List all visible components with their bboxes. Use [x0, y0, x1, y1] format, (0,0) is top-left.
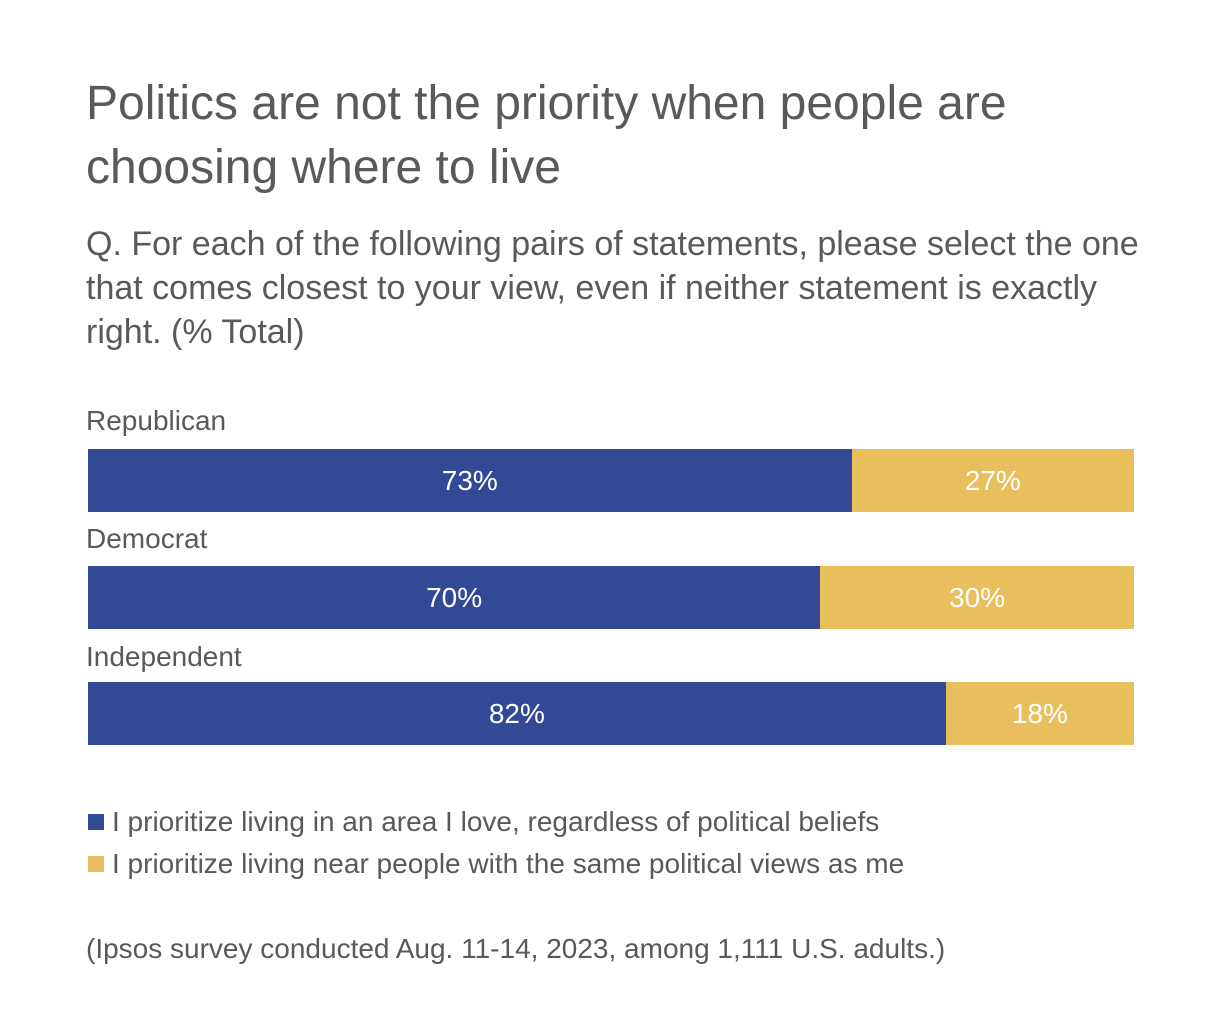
legend-item-area: I prioritize living in an area I love, r…	[88, 806, 879, 838]
legend-swatch-blue	[88, 814, 104, 830]
legend-label: I prioritize living in an area I love, r…	[112, 806, 880, 837]
source-note: (Ipsos survey conducted Aug. 11-14, 2023…	[86, 933, 946, 964]
category-label: Democrat	[86, 523, 208, 554]
bar-segment: 30%	[820, 566, 1134, 629]
bar-segment: 82%	[88, 682, 946, 745]
bar-segment: 18%	[945, 682, 1134, 745]
data-label: 73%	[441, 464, 498, 496]
chart-title: Politics are not the priority when peopl…	[86, 77, 1007, 194]
bar-row-republican: 73% 27%	[88, 449, 1134, 512]
legend-swatch-gold	[88, 856, 104, 872]
category-label: Republican	[86, 405, 227, 436]
data-label: 27%	[964, 464, 1021, 496]
bar-segment: 73%	[88, 449, 852, 512]
data-label: 18%	[1011, 697, 1068, 729]
bar-segment: 27%	[851, 449, 1134, 512]
bar-row-democrat: 70% 30%	[88, 566, 1134, 629]
category-label: Independent	[86, 641, 242, 672]
bar-segment: 70%	[88, 566, 821, 629]
legend-label: I prioritize living near people with the…	[112, 848, 905, 879]
legend-item-views: I prioritize living near people with the…	[88, 848, 904, 880]
data-label: 30%	[949, 581, 1006, 613]
bar-row-independent: 82% 18%	[88, 682, 1134, 745]
data-label: 82%	[488, 697, 545, 729]
data-label: 70%	[426, 581, 483, 613]
chart-subtitle: Q. For each of the following pairs of st…	[86, 225, 1139, 351]
